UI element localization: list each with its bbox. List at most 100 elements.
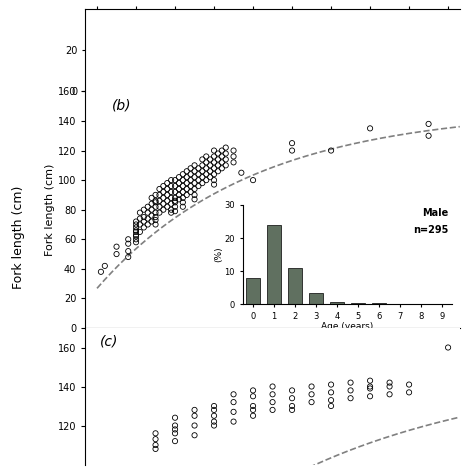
Point: [405, 381, 413, 388]
Point: [288, 387, 296, 394]
Point: [230, 147, 237, 155]
Point: [171, 422, 179, 429]
Point: [210, 402, 218, 410]
Point: [386, 379, 393, 386]
Point: [191, 162, 198, 169]
Point: [210, 181, 218, 188]
Point: [386, 391, 393, 398]
Point: [152, 197, 159, 205]
Point: [288, 406, 296, 414]
Point: [249, 387, 257, 394]
Point: [327, 396, 335, 404]
Point: [152, 436, 159, 443]
Point: [125, 236, 132, 243]
Point: [144, 209, 152, 217]
Point: [179, 182, 187, 190]
Point: [386, 383, 393, 390]
Point: [199, 179, 206, 187]
Point: [202, 176, 210, 184]
Point: [218, 159, 226, 166]
Point: [191, 173, 198, 181]
Point: [202, 164, 210, 172]
Point: [160, 188, 167, 196]
Point: [167, 200, 175, 208]
Point: [191, 422, 198, 429]
Point: [199, 155, 206, 163]
Point: [125, 247, 132, 255]
Point: [222, 162, 229, 169]
Y-axis label: Fork length (cm): Fork length (cm): [45, 164, 55, 256]
Point: [152, 221, 159, 228]
Point: [179, 171, 187, 178]
Point: [269, 391, 276, 398]
Point: [206, 167, 214, 175]
Point: [366, 383, 374, 390]
Point: [327, 402, 335, 410]
Point: [183, 167, 191, 175]
Point: [175, 185, 182, 193]
Point: [175, 179, 182, 187]
Point: [237, 169, 245, 176]
Point: [171, 182, 179, 190]
Point: [249, 402, 257, 410]
Point: [444, 344, 452, 351]
Text: Fork length (cm): Fork length (cm): [12, 185, 26, 289]
Point: [195, 164, 202, 172]
Point: [210, 147, 218, 155]
Point: [222, 155, 229, 163]
Point: [179, 203, 187, 210]
Point: [179, 188, 187, 196]
Point: [210, 159, 218, 166]
Point: [144, 221, 152, 228]
Point: [230, 159, 237, 166]
Point: [218, 147, 226, 155]
Point: [269, 383, 276, 390]
Point: [269, 398, 276, 406]
Point: [366, 377, 374, 384]
Point: [179, 199, 187, 206]
Point: [183, 179, 191, 187]
Point: [347, 379, 355, 386]
Point: [175, 173, 182, 181]
Point: [155, 203, 163, 210]
Point: [155, 197, 163, 205]
Point: [164, 185, 171, 193]
Point: [148, 200, 155, 208]
Point: [202, 159, 210, 166]
Point: [152, 216, 159, 224]
Point: [214, 155, 222, 163]
Point: [214, 167, 222, 175]
Point: [210, 406, 218, 414]
Point: [202, 153, 210, 160]
Point: [132, 227, 140, 234]
Point: [136, 215, 144, 222]
Point: [308, 391, 315, 398]
Point: [199, 173, 206, 181]
Point: [148, 194, 155, 201]
Point: [187, 176, 194, 184]
Point: [249, 176, 257, 184]
Point: [191, 412, 198, 419]
Point: [175, 191, 182, 199]
Point: [179, 176, 187, 184]
Point: [144, 203, 152, 210]
Point: [366, 385, 374, 392]
Point: [171, 188, 179, 196]
Point: [125, 240, 132, 247]
Point: [152, 203, 159, 210]
Point: [202, 171, 210, 178]
Point: [167, 209, 175, 217]
Point: [214, 150, 222, 157]
Point: [199, 162, 206, 169]
Point: [191, 406, 198, 414]
Point: [155, 185, 163, 193]
Point: [347, 387, 355, 394]
Point: [288, 394, 296, 402]
Point: [152, 191, 159, 199]
Point: [171, 199, 179, 206]
Point: [187, 182, 194, 190]
Point: [425, 120, 432, 128]
Point: [164, 197, 171, 205]
Point: [125, 253, 132, 261]
Point: [218, 153, 226, 160]
